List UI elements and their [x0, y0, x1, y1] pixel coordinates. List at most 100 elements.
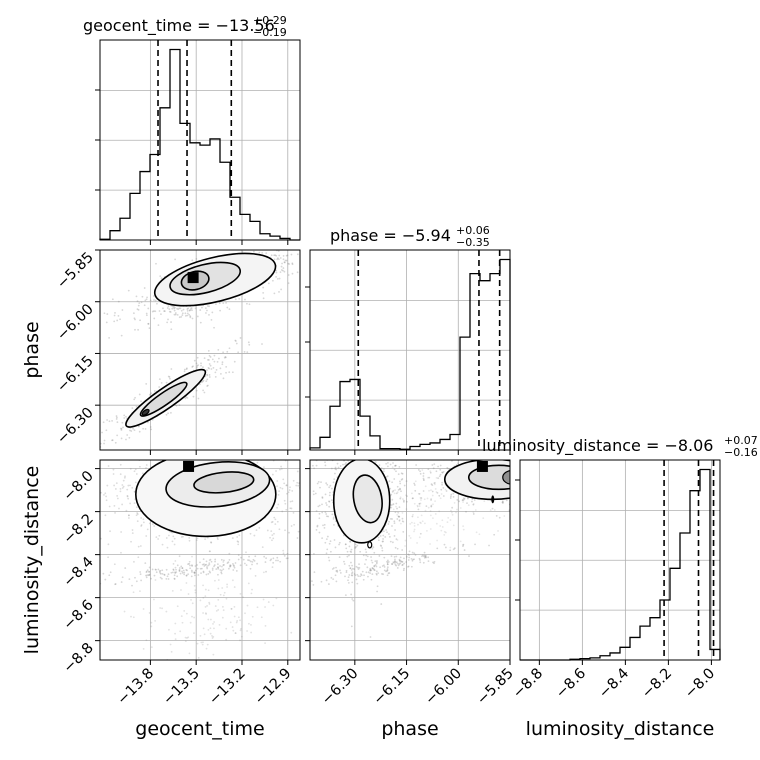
sample-point [411, 515, 414, 518]
sample-point [429, 528, 432, 530]
sample-point [87, 466, 89, 468]
sample-point [286, 445, 288, 447]
sample-point [515, 467, 517, 469]
sample-point [433, 482, 436, 484]
sample-point [348, 545, 351, 548]
sample-point [191, 259, 194, 262]
sample-point [265, 247, 267, 249]
sample-point [307, 253, 309, 255]
sample-point [312, 583, 315, 586]
sample-point [191, 571, 193, 573]
sample-point [328, 500, 331, 503]
sample-point [120, 427, 123, 430]
sample-point [589, 475, 591, 477]
sample-point [407, 553, 410, 556]
sample-point [297, 484, 300, 487]
sample-point [524, 477, 526, 479]
sample-point [252, 558, 255, 561]
sample-point [203, 565, 206, 567]
sample-point [217, 609, 220, 611]
panel-hist-geocent-time [99, 39, 301, 241]
sample-point [493, 509, 496, 511]
sample-point [270, 530, 273, 533]
sample-point [172, 562, 175, 565]
sample-point [531, 496, 533, 498]
sample-point [120, 531, 123, 533]
sample-point [33, 445, 35, 447]
sample-point [324, 426, 326, 428]
sample-point [428, 489, 430, 492]
sample-point [250, 631, 253, 634]
sample-point [522, 466, 524, 468]
sample-point [394, 563, 397, 566]
sample-point [357, 568, 360, 571]
sample-point [472, 511, 475, 514]
sample-point [174, 453, 176, 455]
sample-point [393, 560, 396, 563]
sample-point [462, 525, 465, 528]
sample-point [392, 450, 394, 452]
sample-point [393, 522, 396, 525]
sample-point [398, 465, 401, 468]
sample-point [239, 592, 242, 595]
sample-point [231, 626, 234, 628]
sample-point [172, 535, 175, 538]
sample-point [256, 461, 259, 464]
histogram-step [99, 48, 300, 241]
sample-point [132, 427, 134, 430]
sample-point [124, 475, 126, 478]
sample-point [291, 490, 294, 492]
sample-point [318, 512, 321, 515]
sample-point [144, 299, 147, 302]
sample-point [219, 565, 221, 567]
sample-point [307, 489, 309, 491]
sample-point [336, 570, 339, 573]
sample-point [212, 653, 215, 656]
sample-point [170, 571, 173, 574]
sample-point [444, 546, 447, 549]
sample-point [174, 622, 177, 625]
sample-point [158, 386, 161, 388]
sample-point [433, 463, 436, 466]
sample-point [263, 246, 265, 248]
sample-point [217, 566, 219, 569]
sample-point [237, 541, 240, 543]
sample-point [115, 418, 118, 420]
sample-point [159, 576, 162, 579]
sample-point [265, 570, 267, 573]
sample-point [230, 607, 233, 610]
sample-point [383, 530, 385, 533]
sample-point [394, 464, 397, 467]
sample-point [145, 639, 148, 642]
sample-point [561, 478, 563, 480]
sample-point [186, 314, 189, 317]
sample-point [425, 556, 428, 559]
sample-point [360, 574, 363, 577]
sample-point [381, 540, 384, 543]
sample-point [217, 587, 220, 590]
sample-point [229, 451, 231, 453]
sample-point [233, 360, 236, 363]
sample-point [263, 555, 266, 558]
sample-point [323, 492, 325, 494]
sample-point [377, 539, 380, 542]
sample-point [557, 496, 559, 498]
sample-point [145, 298, 148, 301]
sample-point [157, 324, 160, 326]
sample-point [141, 472, 144, 475]
sample-point [207, 573, 210, 575]
sample-point [174, 560, 177, 562]
sample-point [334, 546, 337, 549]
sample-point [329, 491, 331, 494]
sample-point [248, 559, 251, 562]
sample-point [165, 413, 168, 416]
sample-point [289, 507, 292, 510]
sample-point [113, 563, 116, 566]
sample-point [234, 339, 237, 342]
sample-point [453, 548, 455, 551]
sample-point [371, 573, 374, 575]
sample-point [234, 298, 237, 301]
sample-point [343, 560, 345, 563]
sample-point [239, 337, 242, 339]
sample-point [438, 494, 441, 497]
